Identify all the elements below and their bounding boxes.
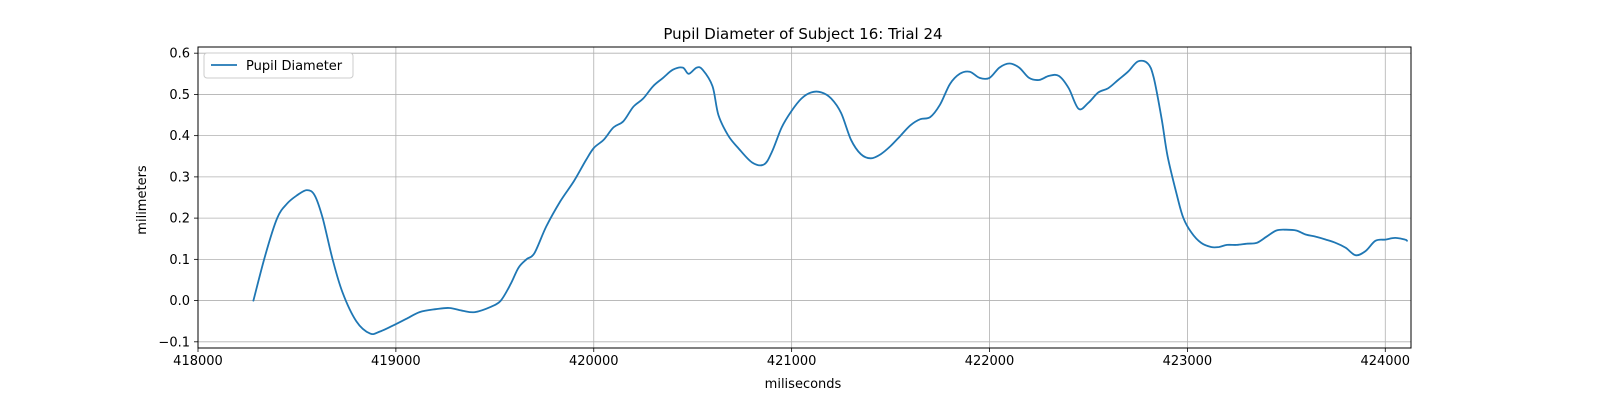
y-tick-label: 0.4 bbox=[169, 129, 190, 144]
x-tick-label: 420000 bbox=[569, 354, 619, 369]
y-tick-label: 0.6 bbox=[169, 47, 190, 62]
x-tick-label: 418000 bbox=[173, 354, 223, 369]
x-tick-label: 419000 bbox=[371, 354, 421, 369]
grid-lines bbox=[197, 47, 1411, 348]
x-tick-label: 423000 bbox=[1163, 354, 1213, 369]
y-axis: −0.1 0.0 0.1 0.2 0.3 0.4 0.5 0.6 bbox=[158, 47, 198, 350]
x-axis: 418000 419000 420000 421000 422000 423000 4240… bbox=[173, 348, 1410, 369]
y-tick-label: 0.0 bbox=[169, 294, 190, 309]
series-layer bbox=[252, 59, 1408, 336]
y-tick-label: 0.5 bbox=[169, 88, 190, 103]
chart-title: Pupil Diameter of Subject 16: Trial 24 bbox=[663, 25, 942, 43]
y-tick-label: 0.1 bbox=[169, 253, 190, 268]
y-tick-label: −0.1 bbox=[158, 335, 190, 350]
legend: Pupil Diameter bbox=[203, 52, 354, 79]
y-axis-label: milimeters bbox=[135, 165, 150, 235]
x-tick-label: 422000 bbox=[965, 354, 1015, 369]
y-tick-label: 0.2 bbox=[169, 212, 190, 227]
plot-frame bbox=[197, 46, 1412, 349]
series-line-pupil-diameter bbox=[252, 59, 1408, 336]
legend-box bbox=[203, 52, 354, 79]
y-tick-label: 0.3 bbox=[169, 170, 190, 185]
x-axis-label: miliseconds bbox=[765, 377, 842, 392]
x-tick-label: 421000 bbox=[767, 354, 817, 369]
x-tick-label: 424000 bbox=[1360, 354, 1410, 369]
legend-label: Pupil Diameter bbox=[246, 59, 343, 74]
